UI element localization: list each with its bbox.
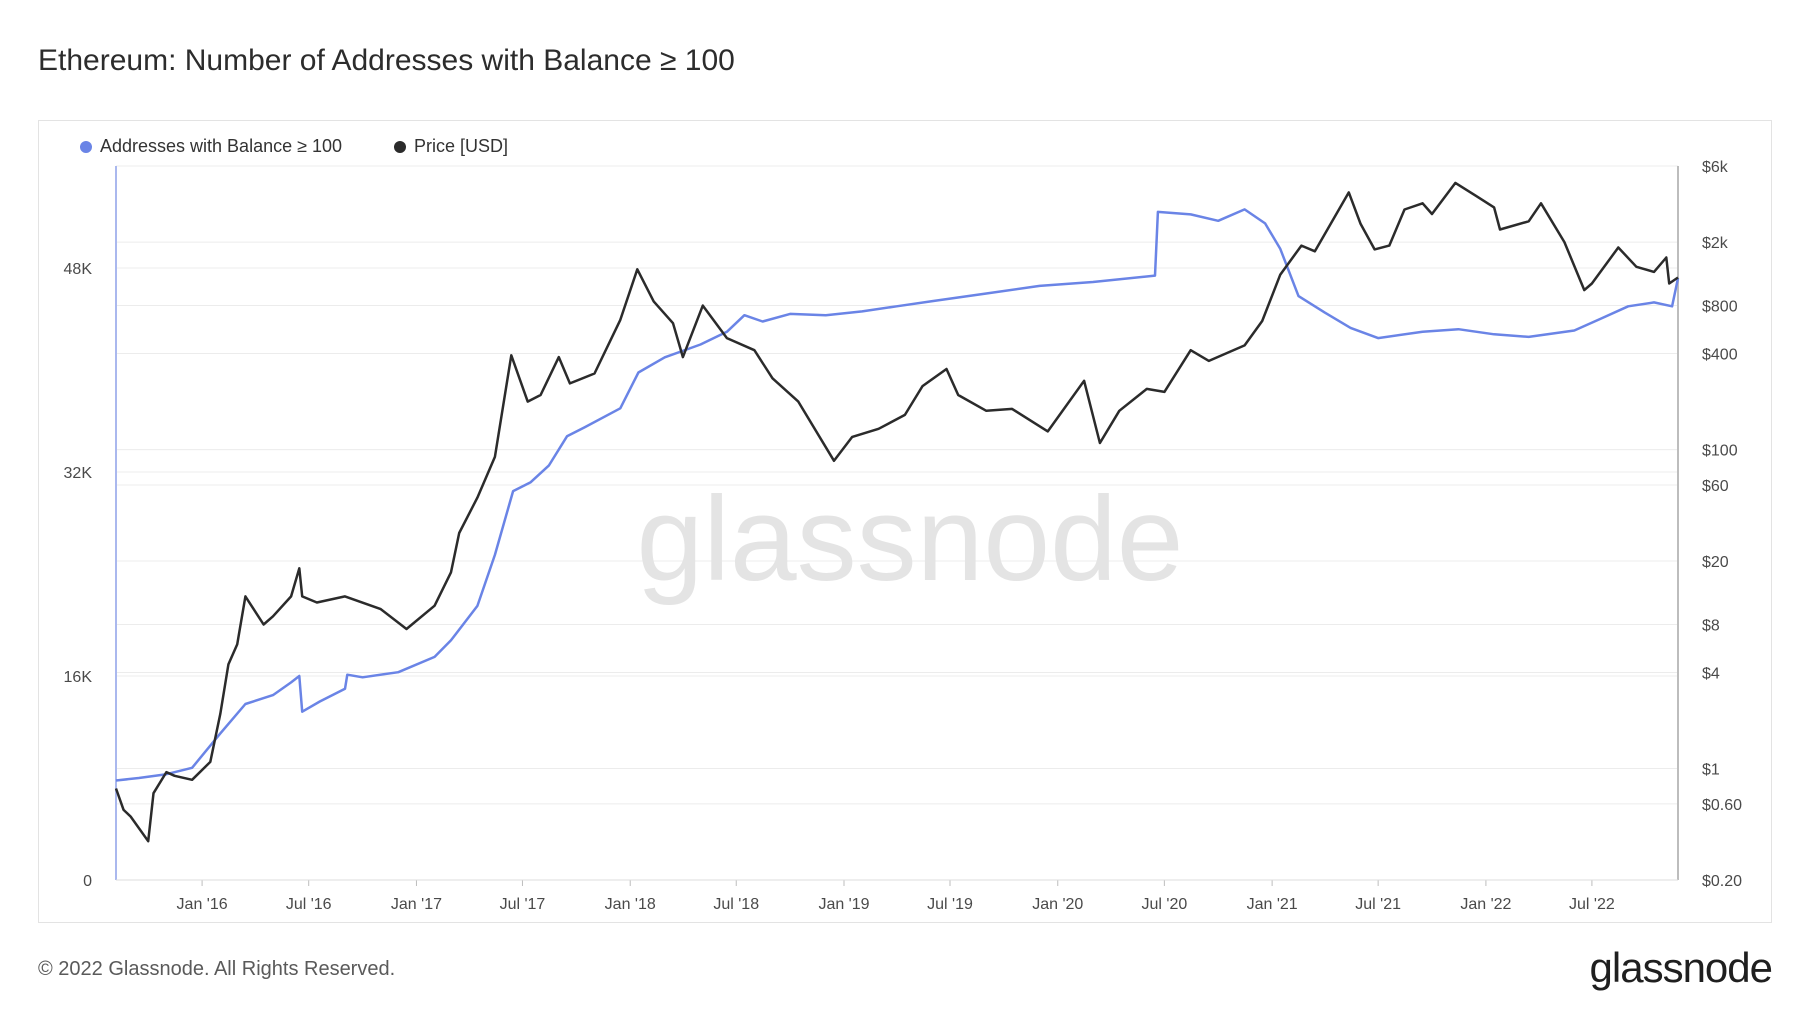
legend-item-price[interactable]: Price [USD]	[394, 136, 508, 157]
y-right-tick-label: $6k	[1702, 159, 1729, 176]
x-tick-label: Jan '16	[177, 896, 228, 913]
x-tick-label: Jul '18	[713, 896, 759, 913]
y-right-tick-label: $20	[1702, 554, 1729, 571]
x-tick-label: Jul '21	[1355, 896, 1401, 913]
y-left-tick-label: 0	[83, 873, 92, 890]
y-right-tick-label: $8	[1702, 618, 1720, 635]
y-right-tick-label: $60	[1702, 478, 1729, 495]
watermark-text: glassnode	[636, 472, 1183, 606]
tick-labels: $0.20 $0.60 $1 $4 $8 $20 $60 $100 $400 $800 $2k $6k…	[64, 159, 1743, 913]
series-group	[114, 181, 1680, 843]
legend-item-addresses[interactable]: Addresses with Balance ≥ 100	[80, 136, 342, 157]
legend-label-price: Price [USD]	[414, 136, 509, 156]
y-left-tick-label: 48K	[64, 261, 93, 278]
legend-dot-price-icon	[394, 140, 407, 153]
axes	[115, 166, 1679, 886]
chart-legend: Addresses with Balance ≥ 100 Price [USD]	[80, 136, 508, 157]
x-tick-label: Jul '22	[1569, 896, 1615, 913]
series-line-price	[114, 181, 1679, 843]
x-tick-label: Jul '16	[286, 896, 332, 913]
y-right-tick-label: $400	[1702, 347, 1738, 364]
x-tick-label: Jan '20	[1032, 896, 1083, 913]
x-tick-label: Jan '18	[605, 896, 656, 913]
copyright-footer: © 2022 Glassnode. All Rights Reserved.	[38, 958, 396, 980]
glassnode-logo[interactable]: glassnode	[1589, 944, 1773, 991]
x-tick-label: Jul '17	[500, 896, 546, 913]
legend-label-addresses: Addresses with Balance ≥ 100	[100, 136, 343, 156]
y-right-tick-label: $1	[1702, 762, 1720, 779]
y-right-tick-label: $0.20	[1702, 873, 1742, 890]
y-right-tick-label: $0.60	[1702, 797, 1742, 814]
y-right-tick-label: $2k	[1702, 235, 1729, 252]
chart-title: Ethereum: Number of Addresses with Balan…	[38, 44, 735, 77]
y-left-tick-label: 16K	[64, 669, 93, 686]
x-tick-label: Jul '20	[1141, 896, 1187, 913]
x-tick-label: Jan '17	[391, 896, 442, 913]
chart-frame	[38, 120, 1772, 923]
x-tick-label: Jan '21	[1247, 896, 1298, 913]
y-right-tick-label: $100	[1702, 443, 1738, 460]
x-tick-label: Jan '19	[818, 896, 869, 913]
x-tick-label: Jan '22	[1460, 896, 1511, 913]
legend-dot-addresses-icon	[80, 140, 92, 153]
y-right-tick-label: $4	[1702, 666, 1720, 683]
y-right-tick-label: $800	[1702, 299, 1738, 316]
series-line-addresses	[115, 208, 1680, 782]
x-tick-label: Jul '19	[927, 896, 973, 913]
y-left-tick-label: 32K	[64, 465, 93, 482]
